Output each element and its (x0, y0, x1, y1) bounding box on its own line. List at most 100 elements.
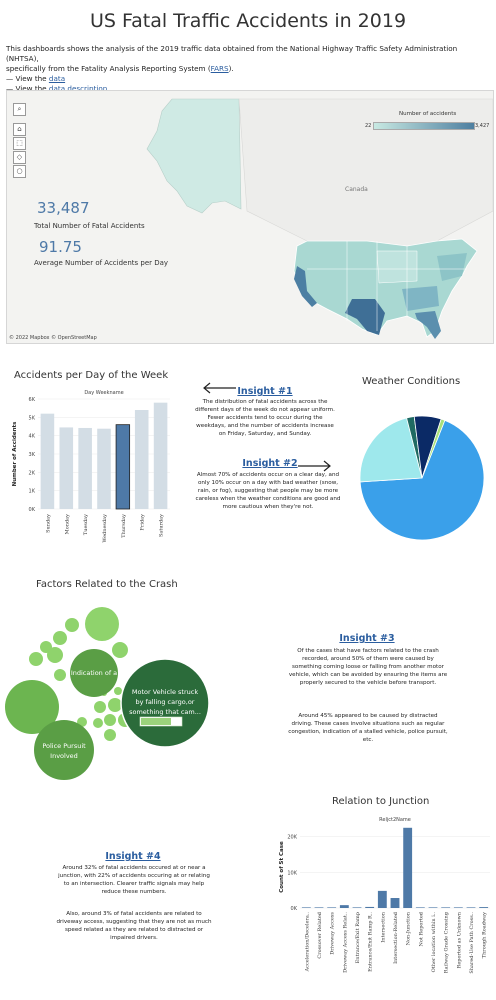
bubble (85, 607, 119, 641)
bubble-label-indication: Indication of a (71, 669, 117, 677)
map-southeast (402, 286, 439, 311)
pan-icon[interactable]: ◇ (13, 151, 26, 164)
bubble (94, 701, 106, 713)
y-tick-label: 10K (287, 870, 297, 876)
x-tick-label: Intersection-Related (393, 911, 399, 964)
data-link[interactable]: data (48, 74, 66, 83)
bar-tuesday (78, 427, 92, 509)
view-prefix: — View the (6, 84, 49, 93)
x-tick-label: Entrance/Exit Ramp (355, 912, 361, 963)
y-tick-label: 3K (29, 452, 36, 458)
junction-bar (390, 898, 400, 908)
junction-bar (466, 907, 476, 908)
bubble (47, 647, 63, 663)
bubble (93, 718, 103, 728)
map-canvas (146, 98, 493, 339)
bar-friday (134, 410, 149, 509)
junction-bar (441, 907, 451, 908)
home-icon[interactable]: ⌂ (13, 123, 26, 136)
map-alaska (146, 98, 242, 214)
map-country-label: Canada (345, 186, 368, 193)
junction-bar (352, 907, 362, 908)
bubble (54, 669, 66, 681)
tooltip-bar-fill (141, 718, 171, 725)
avg-accidents-value: 91.75 (39, 238, 82, 256)
y-tick-label: 0K (29, 507, 36, 513)
map-midwest (376, 250, 418, 284)
legend-color-ramp (373, 122, 475, 130)
total-accidents-label: Total Number of Fatal Accidents (34, 222, 145, 230)
x-tick-label: Crossover Related (317, 911, 323, 958)
bubble (112, 642, 128, 658)
weather-pie-chart (359, 415, 485, 541)
select-icon[interactable]: ⬚ (13, 137, 26, 150)
x-tick-label: Tuesday (83, 514, 89, 535)
x-tick-label: Intersection (380, 911, 386, 942)
y-tick-label: 20K (287, 835, 297, 841)
x-tick-label: Sunday (45, 514, 51, 533)
pie-slice (421, 418, 446, 479)
junction-bar (403, 827, 413, 908)
insight-4-text-1: Around 32% of fatal accidents occured at… (58, 865, 210, 895)
x-tick-label: Railway Grade Crossing (444, 911, 450, 973)
x-tick-label: Wednesday (102, 514, 108, 543)
insight-1-text: The distribution of fatal accidents acro… (195, 399, 335, 437)
days-chart-title: Accidents per Day of the Week (14, 370, 169, 381)
x-tick-label: Shared-Use Path Cross.. (469, 912, 475, 974)
x-tick-label: Monday (64, 514, 70, 535)
x-tick-label: Driveway Access Relat.. (342, 912, 348, 973)
view-prefix: — View the (6, 74, 49, 83)
junction-bar (301, 907, 311, 908)
x-tick-label: Thursday (121, 514, 127, 538)
bubble (65, 618, 79, 632)
junction-bar (339, 905, 349, 908)
map-florida (415, 311, 441, 339)
bubble-label-police-2: Involved (50, 752, 78, 760)
fars-link[interactable]: FARS (210, 64, 229, 73)
dashboard-title: US Fatal Traffic Accidents in 2019 (89, 10, 407, 32)
avg-accidents-label: Average Number of Accidents per Day (34, 259, 169, 267)
junction-bar (415, 907, 425, 908)
bubble-label-motor-2: by falling cargo,or (136, 698, 195, 706)
bubble-label-police-1: Police Pursuit (42, 742, 86, 750)
insight-2-text: Almost 70% of accidents occur on a clear… (195, 472, 341, 510)
insight-4-heading: Insight #4 (105, 851, 161, 862)
map-toolbar: ⌂ ⬚ ◇ ○ (13, 123, 26, 178)
insight-3-heading: Insight #3 (339, 633, 395, 644)
pie-slice (359, 417, 423, 483)
x-tick-label: Driveway Access (330, 912, 336, 955)
junction-bar (314, 907, 324, 908)
insight-3-text-2: Around 45% appeared to be caused by dist… (288, 713, 448, 743)
bar-sunday (40, 413, 55, 509)
y-tick-label: 5K (29, 415, 36, 421)
x-tick-label: Through Roadway (482, 912, 488, 958)
junction-bar (479, 907, 489, 908)
x-tick-label: Other location within i.. (431, 912, 437, 973)
junction-chart-header: Reljct2Name (379, 817, 411, 823)
insight-2-heading: Insight #2 (242, 458, 298, 469)
pie-slice (359, 419, 485, 541)
x-tick-label: Not Reported (418, 911, 424, 946)
intro-line-2: specifically from the Fatality Analysis … (6, 64, 211, 73)
search-icon[interactable]: ⌕ (13, 103, 26, 116)
accidents-map[interactable]: Canada ⌕ ⌂ ⬚ ◇ ○ Number of accidents 22 … (6, 90, 494, 344)
intro-line-1: This dashboards shows the analysis of th… (6, 44, 458, 63)
total-accidents-value: 33,487 (37, 199, 90, 217)
lasso-icon[interactable]: ○ (13, 165, 26, 178)
bubble-indication (70, 649, 118, 697)
bubble (53, 631, 67, 645)
bar-monday (59, 427, 74, 509)
junction-chart-title: Relation to Junction (332, 796, 430, 807)
x-tick-label: Acceleration/Decelera.. (304, 912, 310, 973)
data-description-link[interactable]: data description (48, 84, 108, 93)
y-tick-label: 6K (29, 397, 36, 403)
y-tick-label: 0K (291, 906, 298, 912)
days-bar-chart: Day Weekname Number of Accidents 0K 1K 2K 3K 4… (12, 390, 170, 543)
legend-min: 22 (365, 123, 372, 129)
map-copyright: © 2022 Mapbox © OpenStreetMap (9, 335, 97, 341)
y-tick-label: 4K (29, 434, 36, 440)
bar-wednesday (97, 428, 111, 509)
intro-text: This dashboards shows the analysis of th… (6, 44, 490, 94)
junction-bar (365, 906, 375, 908)
bubble (108, 698, 122, 712)
